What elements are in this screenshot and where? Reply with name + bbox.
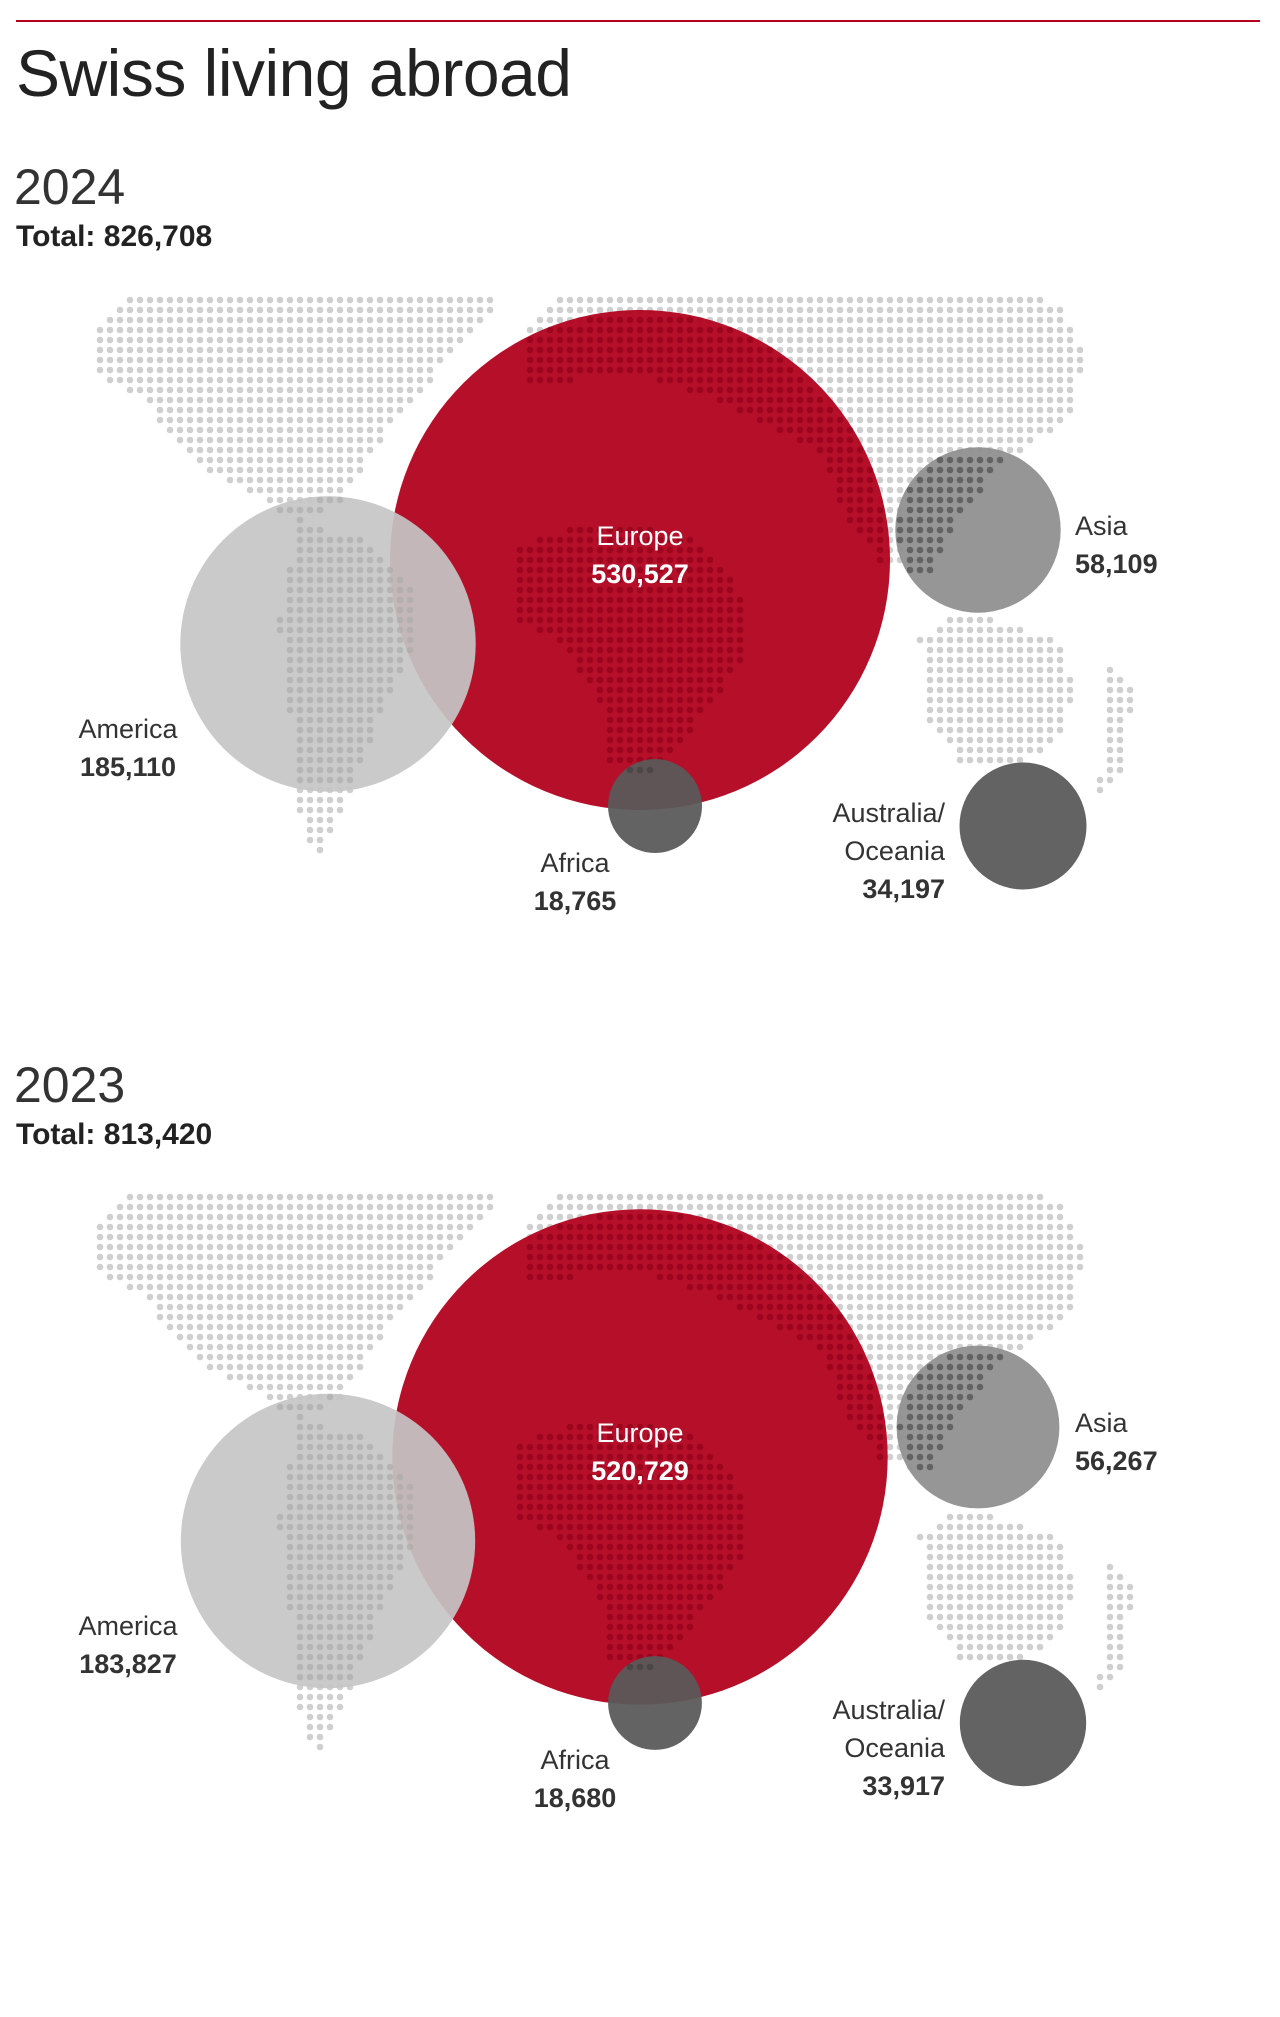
label-america-name: America [78, 1611, 178, 1641]
label-africa-value: 18,680 [534, 1783, 617, 1813]
page-title: Swiss living abroad [16, 36, 572, 110]
total-value: 826,708 [103, 220, 213, 253]
label-australia-oceania-value: 33,917 [862, 1771, 945, 1801]
total-2024: Total: 826,708 [16, 222, 212, 252]
label-america-value: 185,110 [80, 752, 176, 782]
label-america-name: America [78, 714, 178, 744]
label-europe-name: Europe [596, 1418, 683, 1448]
label-australia-oceania-value: 34,197 [862, 874, 945, 904]
bubble-asia-texture [896, 1353, 1004, 1471]
label-europe-name: Europe [596, 521, 683, 551]
bubble-asia [896, 1345, 1060, 1509]
bubble-america [180, 1393, 476, 1689]
bubble-map-2023: Europe 520,729 America 183,827 Asia 56,267 Afr… [78, 1193, 1158, 1813]
bubble-america-texture [276, 496, 414, 784]
bubble-australia-oceania-circle [959, 762, 1087, 890]
bubble-africa-texture [626, 1663, 654, 1671]
label-australia-oceania-name: Australia/Oceania [832, 1695, 946, 1763]
bubble-asia-texture [896, 456, 1004, 574]
label-africa-value: 18,765 [534, 886, 617, 916]
bubble-america-texture [276, 1393, 414, 1681]
total-label: Total: [16, 1118, 96, 1151]
bubble-australia-oceania [959, 762, 1087, 890]
total-2023: Total: 813,420 [16, 1120, 212, 1150]
label-america-value: 183,827 [79, 1649, 177, 1679]
total-value: 813,420 [103, 1118, 213, 1151]
label-africa-name: Africa [540, 1745, 610, 1775]
label-asia-value: 58,109 [1075, 549, 1158, 579]
top-rule [16, 20, 1260, 22]
label-asia-name: Asia [1075, 1408, 1129, 1438]
bubble-europe [390, 310, 890, 810]
bubble-asia-circle [895, 447, 1061, 613]
label-europe-value: 530,527 [591, 559, 689, 589]
bubble-europe-texture [396, 316, 884, 774]
label-asia-value: 56,267 [1075, 1446, 1158, 1476]
bubble-africa [608, 759, 702, 853]
label-australia-oceania-name: Australia/Oceania [832, 798, 946, 866]
year-2023: 2023 [14, 1057, 126, 1113]
bubble-africa-circle [608, 1656, 702, 1750]
bubble-australia-oceania-circle [959, 1659, 1087, 1787]
label-asia-name: Asia [1075, 511, 1129, 541]
bubble-america-circle [180, 1393, 476, 1689]
bubble-asia [895, 447, 1061, 613]
bubble-africa-circle [608, 759, 702, 853]
bubble-europe-texture [396, 1213, 884, 1671]
bubble-africa-texture [626, 766, 654, 774]
bubble-america-circle [180, 496, 476, 792]
bubble-america [180, 496, 476, 792]
bubble-map-2024: Europe 530,527 America 185,110 Asia 58,109 Afr… [78, 296, 1158, 916]
total-label: Total: [16, 220, 96, 253]
bubble-australia-oceania [959, 1659, 1087, 1787]
label-europe-value: 520,729 [591, 1456, 689, 1486]
label-africa-name: Africa [540, 848, 610, 878]
year-2024: 2024 [14, 159, 126, 215]
bubble-europe [392, 1209, 888, 1705]
bubble-africa [608, 1656, 702, 1750]
